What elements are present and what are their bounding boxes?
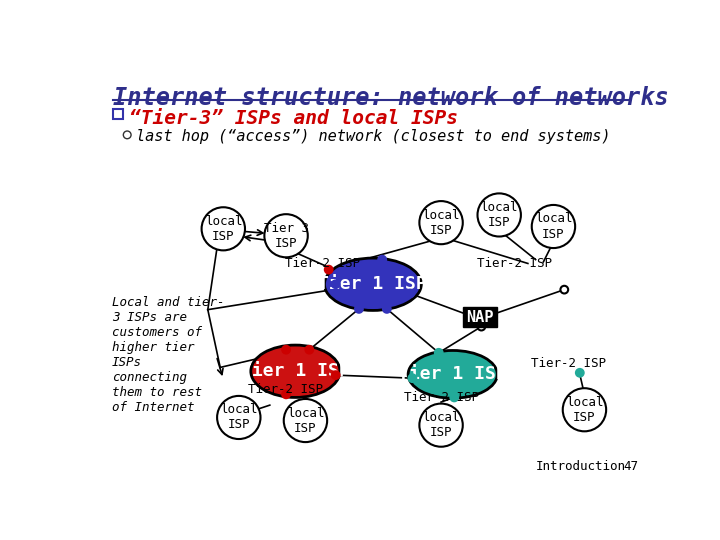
Text: local
ISP: local ISP bbox=[423, 208, 460, 237]
Text: local
ISP: local ISP bbox=[423, 411, 460, 439]
Circle shape bbox=[202, 207, 245, 251]
Text: Tier-2 ISP: Tier-2 ISP bbox=[404, 391, 479, 404]
Circle shape bbox=[355, 305, 363, 313]
Text: last hop (“access”) network (closest to end systems): last hop (“access”) network (closest to … bbox=[137, 130, 611, 145]
Text: local
ISP: local ISP bbox=[535, 213, 572, 240]
Text: local
ISP: local ISP bbox=[220, 403, 258, 431]
Text: Tier-2 ISP: Tier-2 ISP bbox=[531, 357, 606, 370]
Circle shape bbox=[477, 193, 521, 237]
Circle shape bbox=[563, 388, 606, 431]
Circle shape bbox=[284, 399, 327, 442]
Circle shape bbox=[305, 346, 313, 354]
Circle shape bbox=[477, 323, 485, 330]
Ellipse shape bbox=[408, 350, 498, 398]
Text: Local and tier-
3 ISPs are
customers of
higher tier
ISPs
connecting
them to rest: Local and tier- 3 ISPs are customers of … bbox=[112, 296, 224, 414]
Text: Tier 1 ISP: Tier 1 ISP bbox=[241, 362, 350, 380]
Text: NAP: NAP bbox=[466, 310, 493, 325]
Text: local
ISP: local ISP bbox=[204, 215, 242, 243]
Text: Tier-2 ISP: Tier-2 ISP bbox=[285, 257, 360, 270]
Text: local
ISP: local ISP bbox=[480, 201, 518, 229]
Circle shape bbox=[378, 256, 386, 264]
Circle shape bbox=[419, 403, 463, 447]
Circle shape bbox=[332, 280, 340, 288]
Ellipse shape bbox=[325, 258, 421, 310]
Circle shape bbox=[406, 289, 414, 298]
Circle shape bbox=[123, 131, 131, 139]
Text: Tier 3
ISP: Tier 3 ISP bbox=[264, 222, 309, 249]
Text: 47: 47 bbox=[624, 460, 638, 473]
Circle shape bbox=[532, 205, 575, 248]
Circle shape bbox=[408, 374, 416, 382]
Text: Internet structure: network of networks: Internet structure: network of networks bbox=[113, 86, 669, 110]
Circle shape bbox=[217, 396, 261, 439]
Text: local
ISP: local ISP bbox=[566, 396, 603, 424]
Text: Tier-2 ISP: Tier-2 ISP bbox=[248, 383, 323, 396]
FancyBboxPatch shape bbox=[463, 307, 497, 327]
Circle shape bbox=[282, 346, 290, 354]
Circle shape bbox=[576, 369, 584, 377]
Circle shape bbox=[282, 390, 290, 398]
Circle shape bbox=[435, 349, 443, 356]
Bar bbox=[113, 110, 122, 119]
Circle shape bbox=[332, 372, 340, 379]
Text: “Tier-3” ISPs and local ISPs: “Tier-3” ISPs and local ISPs bbox=[129, 109, 458, 127]
Text: Tier-2 ISP: Tier-2 ISP bbox=[477, 257, 552, 270]
Circle shape bbox=[451, 394, 458, 401]
Circle shape bbox=[383, 305, 391, 313]
Circle shape bbox=[325, 266, 333, 273]
Text: Tier 1 ISP: Tier 1 ISP bbox=[318, 275, 427, 293]
Text: local
ISP: local ISP bbox=[287, 407, 324, 435]
Circle shape bbox=[264, 214, 307, 257]
Circle shape bbox=[560, 286, 568, 294]
Text: Introduction: Introduction bbox=[536, 460, 626, 473]
Circle shape bbox=[419, 201, 463, 244]
Ellipse shape bbox=[251, 345, 340, 397]
Text: Tier 1 ISP: Tier 1 ISP bbox=[398, 366, 507, 383]
